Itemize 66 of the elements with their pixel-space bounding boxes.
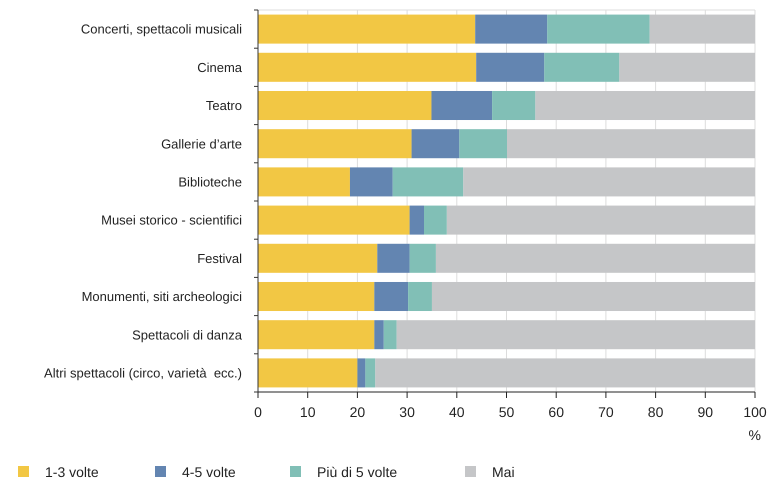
x-tick-label: 30 (399, 404, 416, 420)
bar (357, 358, 366, 388)
bar (535, 90, 755, 120)
bar (446, 206, 755, 235)
bar (506, 129, 755, 158)
bar (396, 320, 755, 350)
y-tick-label: Musei storico - scientifici (101, 212, 242, 228)
bar (258, 320, 374, 350)
y-tick-label: Monumenti, siti archeologici (82, 289, 242, 304)
bar (476, 52, 544, 82)
x-tick-label: 0 (254, 404, 262, 420)
y-tick-label: Spettacoli di danza (132, 327, 243, 342)
bar (410, 206, 424, 235)
bar (258, 52, 476, 82)
bar (475, 14, 548, 44)
y-tick-label: Teatro (206, 98, 242, 114)
bar (436, 244, 755, 273)
y-tick-label: Biblioteche (178, 174, 242, 190)
bar (258, 206, 410, 235)
bar (258, 129, 412, 158)
legend-label: 1-3 volte (45, 464, 99, 480)
bar (392, 167, 464, 196)
y-tick-label: Altri spettacoli (circo, varietà ecc.) (44, 365, 242, 380)
bar (412, 129, 460, 158)
bar (650, 14, 755, 44)
x-tick-label: 40 (449, 404, 465, 420)
bar (410, 244, 436, 273)
bar (492, 90, 536, 120)
x-tick-label: 10 (300, 404, 316, 420)
legend-label: 4-5 volte (182, 464, 236, 480)
y-tick-label: Cinema (197, 60, 243, 75)
bar (258, 90, 432, 120)
x-axis-title: % (748, 427, 761, 443)
bar (431, 90, 492, 120)
x-tick-label: 50 (498, 404, 514, 420)
bar (463, 167, 755, 196)
bar (377, 244, 410, 273)
bar (384, 320, 397, 350)
bar (432, 282, 755, 312)
x-tick-label: 90 (698, 404, 714, 420)
bar (350, 167, 393, 196)
x-tick-label: 60 (548, 404, 564, 420)
bar (408, 282, 432, 312)
x-tick-label: 100 (743, 404, 767, 420)
legend-label: Mai (492, 464, 515, 480)
bar (258, 167, 350, 196)
x-tick-label: 80 (648, 404, 664, 420)
y-tick-label: Concerti, spettacoli musicali (80, 22, 242, 37)
y-tick-label: Gallerie d’arte (161, 136, 242, 152)
bar (365, 358, 376, 388)
bar (375, 358, 755, 388)
x-tick-label: 70 (598, 404, 614, 420)
y-tick-label: Festival (197, 250, 242, 266)
legend-label: Più di 5 volte (317, 464, 398, 480)
bar (258, 244, 378, 273)
bar (547, 14, 650, 44)
bar (258, 282, 374, 312)
bar (424, 206, 447, 235)
bar (258, 358, 358, 388)
bar (258, 14, 476, 44)
bar (374, 320, 384, 350)
bar (374, 282, 408, 312)
x-tick-label: 20 (350, 404, 366, 420)
bar (544, 52, 620, 82)
bar (459, 129, 507, 158)
bar (619, 52, 755, 82)
